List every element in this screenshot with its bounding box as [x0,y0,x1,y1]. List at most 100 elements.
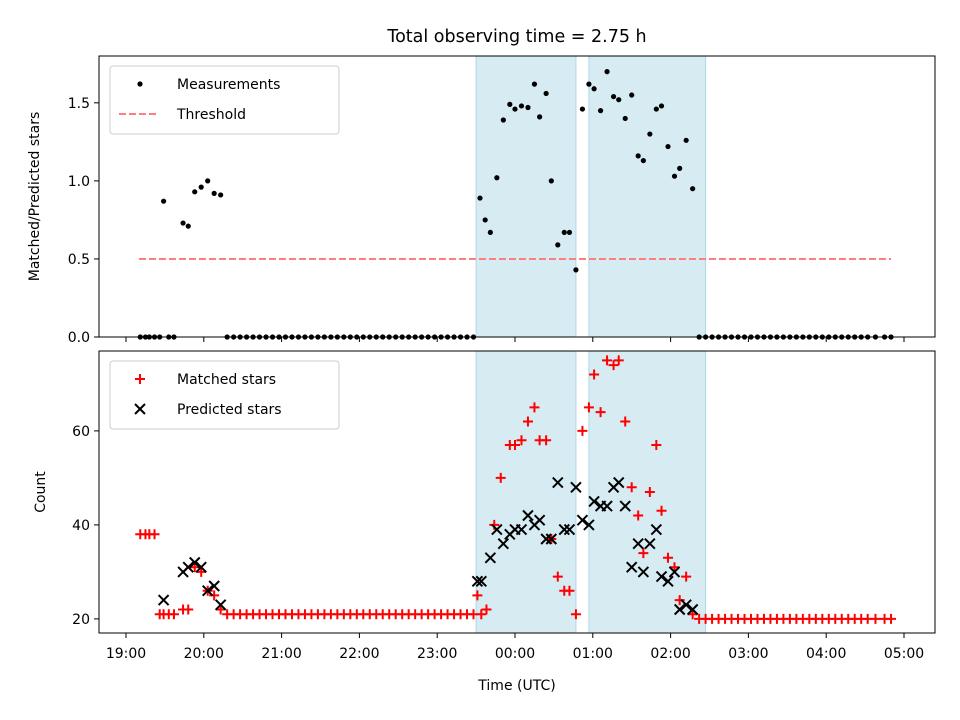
legend: Matched stars Predicted stars [109,360,340,430]
data-point [541,435,552,446]
data-point [579,106,586,112]
data-point [677,165,683,171]
data-point [161,198,167,204]
data-point [500,117,506,123]
legend-label: Matched stars [177,372,276,388]
data-point [543,90,549,97]
x-tick-label: 23:00 [417,646,457,662]
data-point [529,402,540,413]
data-point [655,570,668,583]
y-tick-label: 1.0 [68,174,90,190]
data-point [555,242,561,248]
legend-label: Threshold [176,107,246,123]
data-point [637,566,650,578]
data-point [218,192,224,198]
data-point [201,584,214,597]
data-point [525,104,531,111]
data-point [619,500,631,512]
data-point [683,137,689,143]
data-point [644,487,655,497]
x-axis-ticks [125,337,905,342]
data-point [570,609,581,620]
data-point [214,599,227,611]
data-point [653,106,659,112]
data-point [577,425,588,436]
data-point [484,552,497,564]
legend-swatch [135,374,145,384]
data-point [658,103,665,109]
data-point [663,552,674,563]
data-point [870,613,881,624]
data-point [602,355,613,366]
data-point [616,97,622,103]
data-point [495,472,506,483]
data-point [516,435,527,446]
data-point [475,575,487,588]
count-points [135,355,897,624]
data-point [589,369,600,380]
shaded-region [475,350,577,634]
legend-entry: Threshold [119,107,246,123]
x-tick-label: 02:00 [650,646,690,662]
data-point [476,609,487,620]
shaded-region [588,55,707,338]
data-point [635,153,641,159]
data-point [886,613,897,624]
observing-windows [475,350,707,634]
data-point [183,604,194,615]
data-point [650,523,663,536]
data-point [552,476,564,489]
x-tick-label: 04:00 [806,646,846,662]
data-point [522,509,534,522]
data-point [588,495,600,508]
data-point [561,229,567,236]
legend-label: Measurements [177,77,280,93]
data-point [681,571,692,582]
data-point [613,355,624,366]
data-point [149,529,160,540]
data-point [573,267,579,273]
legend-label: Predicted stars [177,402,282,418]
data-point [537,114,543,120]
plot-frame [98,350,936,634]
data-point [668,566,681,578]
legend-entry: Matched stars [135,372,276,388]
data-point [604,69,610,75]
counts-panel: 20 40 60 19:00 20:00 21:00 22:00 23:00 00:00 01:… [33,350,936,694]
data-point [482,217,488,223]
y-tick-label: 1.5 [68,96,90,112]
data-point [671,173,678,179]
data-point [168,609,179,620]
x-tick-label: 20:00 [184,646,224,662]
data-point [610,93,617,100]
data-point [208,580,220,592]
legend: Measurements Threshold [109,65,340,135]
data-point [552,571,563,582]
data-point [205,178,211,184]
shaded-region [475,55,577,338]
data-point [477,195,483,201]
data-point [182,561,194,573]
data-point [570,481,582,494]
data-point [545,533,558,545]
data-point [548,178,554,184]
legend-box [109,65,340,135]
y-axis-ticks: 20 40 60 [72,424,99,628]
data-point [613,476,625,489]
x-tick-label: 21:00 [261,646,301,662]
data-point [487,229,493,236]
data-point [690,186,696,192]
x-tick-label: 00:00 [495,646,535,662]
y-axis-label: Count [33,471,49,513]
data-point [522,416,533,427]
data-point [629,92,635,98]
x-axis-ticks: 19:00 20:00 21:00 22:00 23:00 00:00 01:00 02:00… [106,633,924,662]
data-point [656,505,667,516]
data-point [674,595,685,606]
figure-title: Total observing time = 2.75 h [386,27,646,47]
data-point [680,599,692,611]
data-point [638,548,649,559]
observing-windows [475,55,707,338]
x-tick-label: 19:00 [106,646,146,662]
data-point [512,106,518,112]
